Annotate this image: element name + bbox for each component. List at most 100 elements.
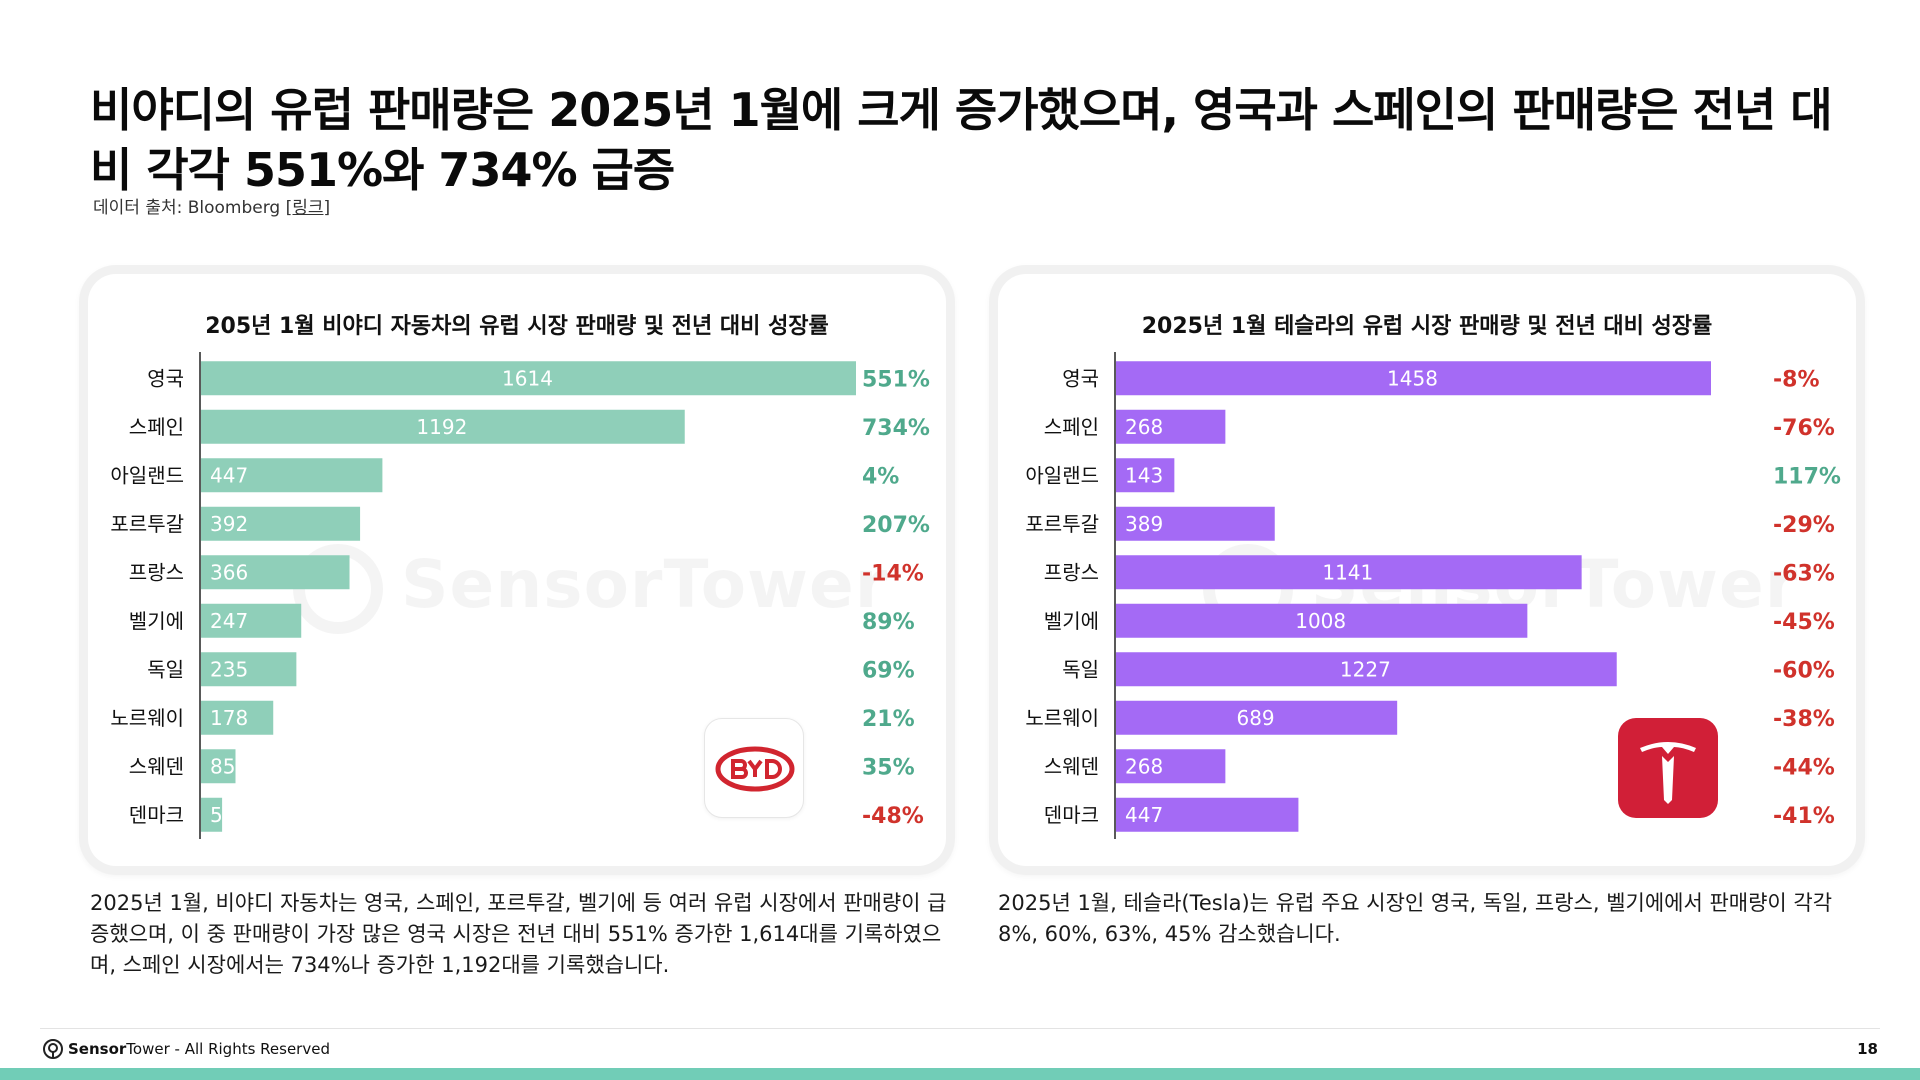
bar — [201, 652, 297, 687]
category-label: 스웨덴 — [129, 754, 184, 778]
data-source: 데이터 출처: Bloomberg [링크] — [93, 193, 330, 218]
footer-rights: - All Rights Reserved — [169, 1040, 330, 1058]
value-label: 1227 — [1340, 657, 1391, 681]
bar — [201, 555, 350, 590]
source-label: 데이터 출처: Bloomberg — [93, 198, 286, 218]
value-label: 392 — [210, 512, 248, 536]
growth-label: 35% — [862, 755, 915, 780]
bar — [201, 506, 361, 541]
footer-copyright: SensorTower - All Rights Reserved — [68, 1040, 330, 1058]
bar — [1116, 652, 1617, 687]
category-label: 프랑스 — [1044, 560, 1099, 584]
bar — [201, 797, 223, 832]
value-label: 1614 — [502, 366, 553, 390]
category-label: 스페인 — [129, 415, 184, 439]
growth-label: -41% — [1773, 804, 1835, 829]
value-label: 143 — [1125, 463, 1163, 487]
source-link[interactable]: [링크] — [285, 198, 331, 218]
byd-logo-icon — [715, 746, 795, 792]
growth-label: -14% — [862, 561, 924, 586]
sensortower-logo-icon — [43, 1039, 63, 1059]
growth-label: 207% — [862, 513, 930, 538]
bar — [1116, 797, 1299, 832]
category-label: 포르투갈 — [1025, 512, 1099, 536]
bar — [1116, 361, 1711, 396]
bar — [1116, 409, 1226, 444]
category-label: 덴마크 — [129, 803, 184, 827]
category-label: 영국 — [1062, 366, 1099, 390]
category-label: 벨기에 — [1044, 609, 1099, 633]
value-label: 1458 — [1387, 366, 1438, 390]
value-label: 447 — [210, 463, 248, 487]
category-label: 독일 — [1062, 657, 1099, 681]
footer-divider — [40, 1028, 1880, 1029]
category-label: 노르웨이 — [1025, 706, 1099, 730]
bar — [201, 409, 685, 444]
bottom-accent-bar — [0, 1068, 1920, 1080]
category-label: 독일 — [147, 657, 184, 681]
page-number: 18 — [1857, 1040, 1878, 1058]
value-label: 178 — [210, 706, 248, 730]
value-label: 247 — [210, 609, 248, 633]
value-label: 1192 — [416, 415, 467, 439]
bar — [1116, 603, 1528, 638]
value-label: 85 — [210, 754, 235, 778]
byd-logo — [704, 718, 804, 818]
growth-label: -76% — [1773, 416, 1835, 441]
category-label: 덴마크 — [1044, 803, 1099, 827]
byd-chart-title: 205년 1월 비야디 자동차의 유럽 시장 판매량 및 전년 대비 성장률 — [205, 314, 829, 339]
value-label: 235 — [210, 657, 248, 681]
value-label: 389 — [1125, 512, 1163, 536]
tesla-description: 2025년 1월, 테슬라(Tesla)는 유럽 주요 시장인 영국, 독일, … — [998, 891, 1833, 946]
bar — [201, 361, 856, 396]
growth-label: -63% — [1773, 561, 1835, 586]
bar — [1116, 555, 1582, 590]
growth-label: -45% — [1773, 610, 1835, 635]
tesla-chart-panel: SensorTower 2025년 1월 테슬라의 유럽 시장 판매량 및 전년… — [998, 274, 1856, 866]
bar — [1116, 700, 1398, 735]
byd-chart-panel: SensorTower 205년 1월 비야디 자동차의 유럽 시장 판매량 및… — [88, 274, 946, 866]
value-label: 268 — [1125, 754, 1163, 778]
tesla-logo-icon — [1640, 742, 1696, 804]
growth-label: -29% — [1773, 513, 1835, 538]
page-title: 비야디의 유럽 판매량은 2025년 1월에 크게 증가했으며, 영국과 스페인… — [90, 83, 1833, 197]
bar — [1116, 506, 1275, 541]
footer-brand-rest: Tower — [126, 1040, 170, 1058]
value-label: 1008 — [1295, 609, 1346, 633]
growth-label: 734% — [862, 416, 930, 441]
value-label: 1141 — [1322, 560, 1373, 584]
tesla-chart-title: 2025년 1월 테슬라의 유럽 시장 판매량 및 전년 대비 성장률 — [1141, 314, 1713, 339]
growth-label: -8% — [1773, 367, 1819, 392]
tesla-bar-chart: 영국 1458 -8% 스페인 268 -76% 아일랜드 143 117% 포르투갈 389 -29… — [1025, 352, 1841, 839]
category-label: 아일랜드 — [1025, 463, 1099, 487]
growth-label: 117% — [1773, 464, 1841, 489]
growth-label: 21% — [862, 707, 915, 732]
growth-label: -60% — [1773, 658, 1835, 683]
category-label: 스웨덴 — [1044, 754, 1099, 778]
bar — [201, 458, 383, 493]
growth-label: 69% — [862, 658, 915, 683]
bar — [1116, 458, 1175, 493]
byd-description: 2025년 1월, 비야디 자동차는 영국, 스페인, 포르투갈, 벨기에 등 … — [90, 891, 947, 977]
growth-label: -44% — [1773, 755, 1835, 780]
value-label: 268 — [1125, 415, 1163, 439]
growth-label: 4% — [862, 464, 899, 489]
growth-label: -38% — [1773, 707, 1835, 732]
value-label: 689 — [1236, 706, 1274, 730]
category-label: 스페인 — [1044, 415, 1099, 439]
value-label: 52 — [210, 803, 235, 827]
category-label: 프랑스 — [129, 560, 184, 584]
category-label: 아일랜드 — [110, 463, 184, 487]
bar — [201, 749, 236, 784]
value-label: 366 — [210, 560, 248, 584]
growth-label: 551% — [862, 367, 930, 392]
tesla-logo — [1618, 718, 1718, 818]
bar — [201, 700, 274, 735]
category-label: 포르투갈 — [110, 512, 184, 536]
growth-label: -48% — [862, 804, 924, 829]
footer-brand-bold: Sensor — [68, 1040, 127, 1058]
byd-bar-chart: 영국 1614 551% 스페인 1192 734% 아일랜드 447 4% 포르투갈 392 207… — [110, 352, 930, 839]
category-label: 영국 — [147, 366, 184, 390]
bar — [201, 603, 302, 638]
value-label: 447 — [1125, 803, 1163, 827]
